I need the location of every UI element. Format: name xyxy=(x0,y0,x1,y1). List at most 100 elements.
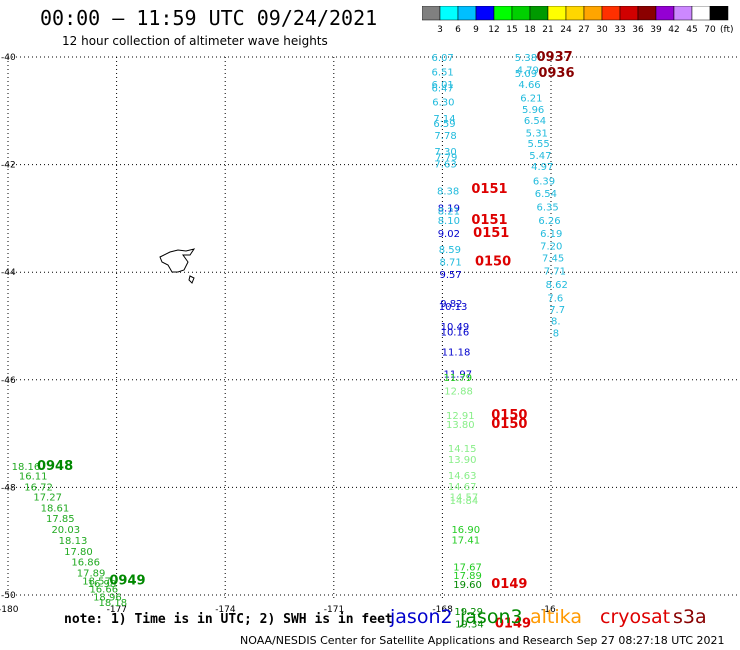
wave-height-label: 8.10 xyxy=(438,216,460,227)
island-outline xyxy=(159,248,196,284)
wave-height-label: 8.21 xyxy=(438,206,460,217)
colorbar-tick-label: 9 xyxy=(473,25,479,35)
page-title: 00:00 — 11:59 UTC 09/24/2021 xyxy=(40,6,378,30)
wave-height-label: 17.27 xyxy=(33,493,62,504)
wave-height-label: 6.59 xyxy=(433,119,455,130)
wave-height-label: 10.49 xyxy=(441,322,470,333)
colorbar-tick-label: 21 xyxy=(542,25,553,35)
wave-height-label: 7.79 xyxy=(435,153,457,164)
wave-height-label: 11.97 xyxy=(443,369,472,380)
colorbar-swatch xyxy=(601,6,621,21)
map-grid xyxy=(7,56,740,600)
wave-height-label: 7.30 xyxy=(434,147,456,158)
wave-height-label: 5.09 xyxy=(515,69,537,80)
colorbar-swatch xyxy=(673,6,693,21)
wave-height-label: 13.90 xyxy=(448,455,477,466)
colorbar-tick-label: 12 xyxy=(488,25,499,35)
wave-height-label: 5.47 xyxy=(529,151,551,162)
colorbar-tick-label: 15 xyxy=(506,25,517,35)
colorbar-swatch xyxy=(493,6,513,21)
wave-height-label: 4.79 xyxy=(517,65,539,76)
wave-height-label: 18.61 xyxy=(41,503,70,514)
wave-height-label: 14.67 xyxy=(448,482,477,493)
wave-height-label: 7.6 xyxy=(547,293,563,304)
wave-height-label: 9.82 xyxy=(440,299,462,310)
wave-height-label: 5.38 xyxy=(515,53,537,64)
wave-height-label: 9.02 xyxy=(438,229,460,240)
colorbar-tick-label: 30 xyxy=(596,25,608,35)
wave-height-label: 6.51 xyxy=(432,68,454,79)
colorbar-tick-label: 39 xyxy=(650,25,662,35)
colorbar-tick-label: 36 xyxy=(632,25,644,35)
wave-height-label: 17.89 xyxy=(77,568,106,579)
wave-height-label: 6.30 xyxy=(432,98,454,109)
legend-s3a: s3a xyxy=(673,606,707,628)
lat-tick-label: -50 xyxy=(1,591,16,601)
pass-time-label: 0151 xyxy=(471,213,507,228)
lon-tick-label: -171 xyxy=(324,605,344,615)
colorbar-swatch xyxy=(565,6,585,21)
wave-height-label: 8.38 xyxy=(437,186,459,197)
wave-height-label: 17.67 xyxy=(453,562,482,573)
pass-time-label: 0948 xyxy=(37,459,73,474)
page-subtitle: 12 hour collection of altimeter wave hei… xyxy=(62,34,328,48)
wave-height-label: 12.88 xyxy=(444,387,473,398)
pass-time-label: 0151 xyxy=(473,226,509,241)
legend-altika: altika xyxy=(530,606,582,628)
wave-height-label: 8.71 xyxy=(440,257,462,268)
wave-height-label: 11.79 xyxy=(443,373,472,384)
colorbar-swatch xyxy=(655,6,675,21)
colorbar-swatch xyxy=(547,6,567,21)
legend-jason3: jason3 xyxy=(460,606,523,628)
wave-height-label: 7.78 xyxy=(434,131,456,142)
wave-height-label: 6.54 xyxy=(535,189,557,200)
wave-height-label: 17.80 xyxy=(64,547,93,558)
lat-tick-label: -40 xyxy=(1,53,16,63)
wave-height-label: 6.07 xyxy=(432,53,454,64)
colorbar-tick-label: 33 xyxy=(614,25,625,35)
wave-height-label: 6.26 xyxy=(538,216,560,227)
pass-time-label: 0151 xyxy=(471,182,507,197)
colorbar-swatch xyxy=(583,6,603,21)
colorbar-swatch xyxy=(439,6,459,21)
pass-time-label: 0150 xyxy=(491,417,527,432)
colorbar-unit: (ft) xyxy=(720,25,734,35)
pass-time-label: 0936 xyxy=(538,66,574,81)
lon-tick-label: -177 xyxy=(107,605,127,615)
wave-height-label: 19.29 xyxy=(454,607,483,618)
colorbar-swatch xyxy=(475,6,495,21)
wave-height-label: 14.84 xyxy=(450,496,479,507)
units-note: note: 1) Time is in UTC; 2) SWH is in fe… xyxy=(64,612,393,627)
colorbar-swatch xyxy=(691,6,711,21)
wave-height-label: 14.63 xyxy=(448,471,477,482)
wave-height-label: 8. xyxy=(551,317,561,328)
wave-height-label: 16.98 xyxy=(88,579,117,590)
wave-height-label: 5.55 xyxy=(527,139,549,150)
legend-jason2: jason2 xyxy=(390,606,453,628)
wave-height-label: 18.13 xyxy=(59,536,88,547)
wave-height-label: 18.96 xyxy=(93,593,122,604)
pass-time-label: 0149 xyxy=(495,617,531,632)
colorbar-swatch xyxy=(457,6,477,21)
wave-height-label: 8 xyxy=(553,328,559,339)
wave-height-label: 16.11 xyxy=(19,472,48,483)
pass-time-label: 0150 xyxy=(475,254,511,269)
lat-tick-label: -42 xyxy=(1,161,16,171)
lat-tick-label: -48 xyxy=(1,483,16,493)
wave-height-label: 17.41 xyxy=(451,536,480,547)
wave-height-label: 13.80 xyxy=(446,420,475,431)
colorbar-swatch xyxy=(619,6,639,21)
wave-height-label: 5.96 xyxy=(522,105,544,116)
wave-height-label: 8.59 xyxy=(439,245,461,256)
axis-labels: -40-42-44-46-48-50-180 -177 -174 -171 -168 -1… xyxy=(0,53,556,615)
wave-height-label: 7.7 xyxy=(549,305,565,316)
wave-height-label: 6.01 xyxy=(432,80,454,91)
wave-height-label: 16.66 xyxy=(89,585,118,596)
wave-height-label: 7.45 xyxy=(542,254,564,265)
wave-height-label: 14.57 xyxy=(450,493,479,504)
wave-height-label: 10.13 xyxy=(439,302,468,313)
wave-height-label: 9.57 xyxy=(440,270,462,281)
lat-tick-label: -46 xyxy=(1,376,16,386)
colorbar-tick-label: 45 xyxy=(686,25,697,35)
